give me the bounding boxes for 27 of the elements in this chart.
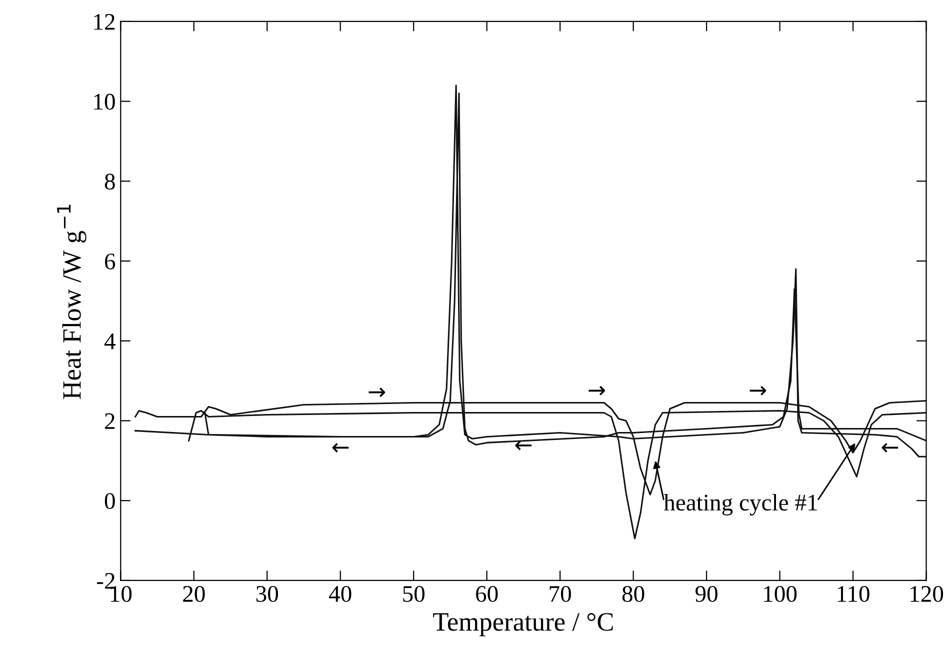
y-tick-label: 2: [105, 413, 114, 429]
x-tick-label: 30: [256, 586, 278, 602]
x-tick-label: 90: [695, 586, 718, 602]
x-tick-label: 70: [550, 586, 571, 602]
y-tick-label: 10: [94, 94, 115, 110]
x-tick-label: 20: [183, 586, 205, 602]
annotation: ←: [515, 440, 532, 450]
y-tick-label: 0: [104, 493, 115, 510]
x-tick-label: 110: [838, 586, 870, 602]
x-tick-label: 40: [329, 586, 352, 602]
y-tick-label: 6: [105, 254, 116, 270]
annotation: ←: [332, 442, 349, 452]
x-tick-label: 60: [476, 586, 498, 602]
y-axis-title: Heat Flow /W g$^{−1}$: [57, 204, 86, 400]
annotation: ←: [882, 442, 898, 452]
annotation: →: [750, 386, 766, 396]
x-tick-label: 80: [622, 586, 644, 602]
annotation: →: [588, 386, 605, 396]
annotation: heating cycle #1: [664, 494, 817, 516]
x-tick-label: 50: [403, 586, 424, 602]
x-axis-title: Temperature / °C: [433, 613, 613, 636]
x-tick-label: 100: [764, 586, 797, 602]
y-tick-label: 12: [94, 14, 114, 30]
y-tick-label: 4: [104, 334, 116, 350]
x-tick-label: 120: [910, 586, 944, 602]
y-tick-label: 8: [104, 174, 115, 190]
annotation: →: [368, 388, 386, 398]
